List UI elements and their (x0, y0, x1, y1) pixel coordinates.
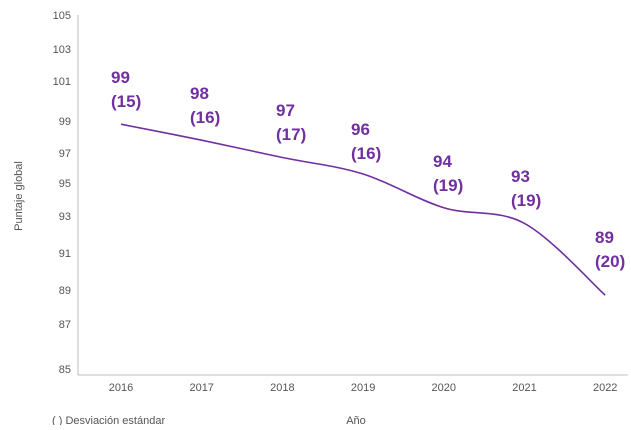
data-label-std: (19) (511, 191, 541, 210)
y-axis-label: Puntaje global (13, 161, 25, 231)
y-tick-label: 87 (59, 319, 71, 331)
data-label-std: (20) (595, 252, 625, 271)
std-dev-note: ( ) Desviación estándar (52, 415, 165, 425)
data-label-std: (15) (111, 92, 141, 111)
x-tick-label: 2022 (593, 382, 617, 394)
y-tick-label: 91 (59, 248, 71, 260)
x-tick-label: 2018 (270, 382, 294, 394)
x-tick-label: 2020 (432, 382, 456, 394)
data-label-value: 93 (511, 167, 530, 186)
y-tick-label: 95 (59, 178, 71, 190)
axes: 85 87 89 91 93 95 97 99 101 103 105 2016 2017 2018 201… (53, 10, 628, 394)
series-line (120, 123, 606, 296)
data-label-std: (17) (276, 125, 306, 144)
x-tick-label: 2017 (189, 382, 213, 394)
data-label-value: 96 (351, 120, 370, 139)
data-label-std: (19) (433, 176, 463, 195)
x-tick-label: 2016 (109, 382, 133, 394)
y-tick-label: 103 (53, 44, 71, 56)
data-label-value: 99 (111, 68, 130, 87)
data-labels: 99 (15) 98 (16) 97 (17) 96 (16) 94 (19) 93 (19) 89 (2… (111, 68, 625, 271)
y-tick-label: 93 (59, 211, 71, 223)
data-label-value: 97 (276, 101, 295, 120)
series-layer (120, 123, 606, 296)
y-tick-label: 85 (59, 364, 71, 376)
y-tick-label: 101 (53, 76, 71, 88)
x-tick-label: 2021 (512, 382, 536, 394)
y-tick-label: 105 (53, 10, 71, 22)
y-tick-label: 97 (59, 148, 71, 160)
data-label-std: (16) (351, 144, 381, 163)
data-label-value: 98 (190, 84, 209, 103)
x-axis-label: Año (346, 415, 366, 425)
y-tick-label: 99 (59, 116, 71, 128)
x-tick-label: 2019 (351, 382, 375, 394)
data-label-std: (16) (190, 108, 220, 127)
data-label-value: 89 (595, 228, 614, 247)
y-tick-label: 89 (59, 285, 71, 297)
data-label-value: 94 (433, 152, 452, 171)
